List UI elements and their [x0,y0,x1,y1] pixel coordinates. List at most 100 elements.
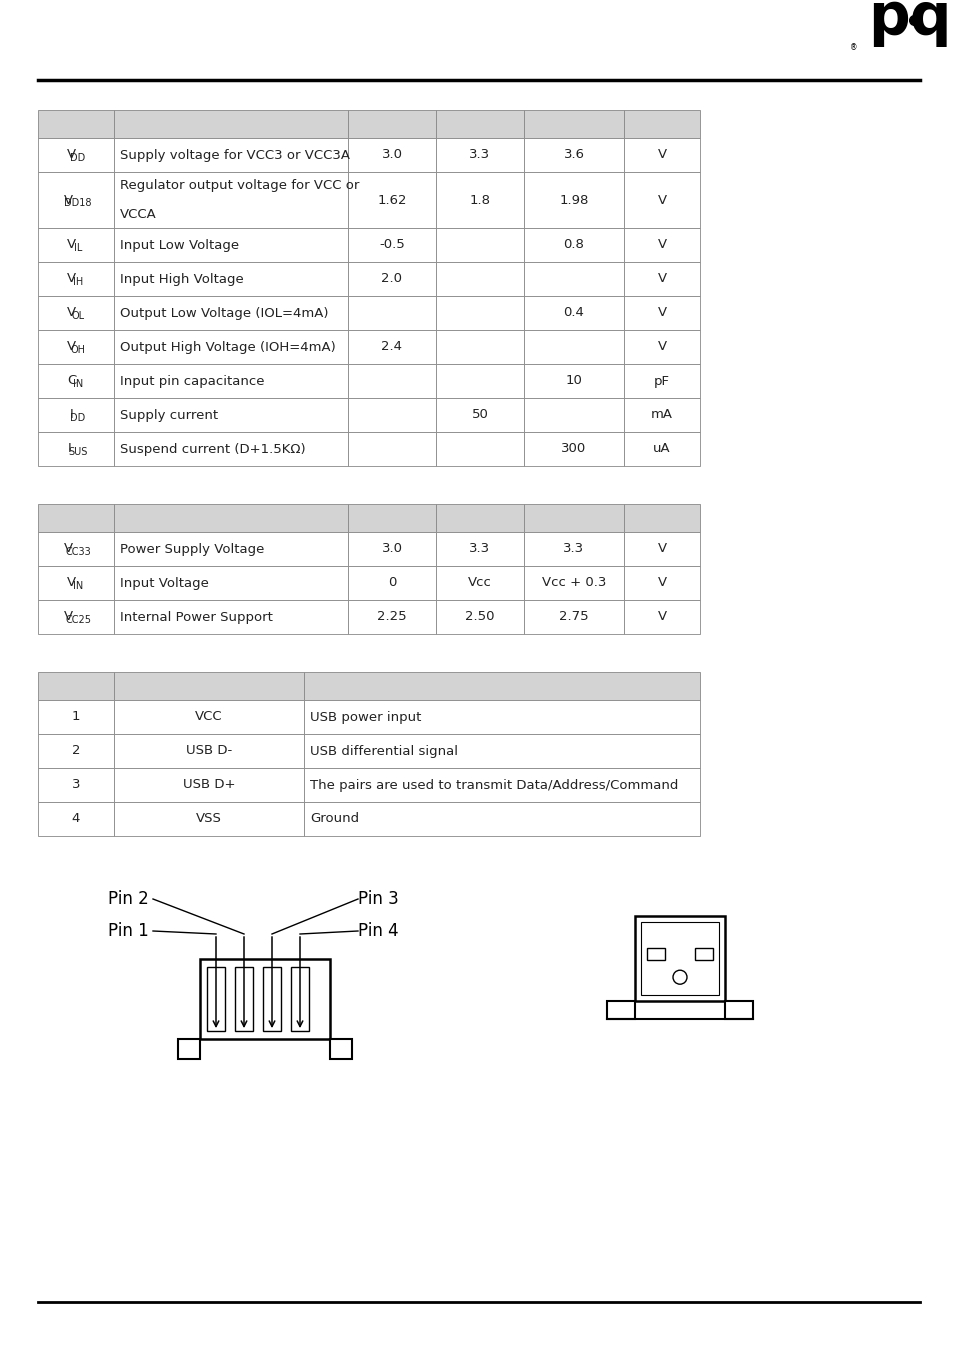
Text: IH: IH [73,277,83,286]
Text: Internal Power Support: Internal Power Support [120,610,273,624]
Bar [436,599,523,634]
Bar [523,398,623,432]
Bar [304,768,700,802]
Bar [113,398,348,432]
Text: V: V [64,610,72,624]
Bar [436,398,523,432]
Text: Input pin capacitance: Input pin capacitance [120,374,264,387]
Bar [436,171,523,228]
Text: 2.75: 2.75 [558,610,588,624]
Text: USB differential signal: USB differential signal [310,744,457,757]
Bar [523,109,623,138]
Bar [38,432,113,466]
Text: OH: OH [71,344,86,355]
Text: DD: DD [71,153,86,162]
Text: I: I [70,409,73,421]
Bar [38,296,113,329]
Bar [623,109,700,138]
Text: C: C [67,374,76,387]
Bar [113,701,304,734]
Bar [113,599,348,634]
Text: DD: DD [71,413,86,423]
Text: 300: 300 [560,443,586,455]
Bar [113,296,348,329]
Text: Pin 4: Pin 4 [357,922,398,940]
Bar [523,138,623,171]
Text: The pairs are used to transmit Data/Address/Command: The pairs are used to transmit Data/Addr… [310,779,678,791]
Text: Power Supply Voltage: Power Supply Voltage [120,543,264,555]
Text: Pin 2: Pin 2 [108,890,149,909]
Bar [623,566,700,599]
Text: pqi: pqi [867,0,953,47]
Text: 50: 50 [471,409,488,421]
Text: CC25: CC25 [65,614,91,625]
Text: V: V [657,340,666,354]
Bar [623,532,700,566]
Bar [348,296,436,329]
Bar [436,504,523,532]
Text: 10: 10 [565,374,582,387]
Text: 3.3: 3.3 [469,148,490,162]
Text: uA: uA [653,443,670,455]
Bar [38,228,113,262]
Text: V: V [68,148,76,162]
Bar [304,802,700,836]
Bar [348,138,436,171]
Text: OL: OL [71,310,85,321]
Text: I: I [68,443,71,455]
Bar [436,364,523,398]
Text: Vcc: Vcc [468,576,492,590]
Text: Vcc + 0.3: Vcc + 0.3 [541,576,605,590]
Bar [523,504,623,532]
Bar [348,109,436,138]
Text: V: V [68,273,76,285]
Text: V: V [657,543,666,555]
Bar [623,432,700,466]
Bar [207,967,225,1031]
Text: Input High Voltage: Input High Voltage [120,273,244,285]
Text: 0.8: 0.8 [563,239,584,251]
Text: 3.0: 3.0 [381,148,402,162]
Text: ®: ® [849,43,857,53]
Bar [436,296,523,329]
Bar [38,802,113,836]
Text: 1.62: 1.62 [376,193,406,207]
Text: V: V [68,576,76,590]
Bar [640,922,719,995]
Bar [348,262,436,296]
Text: 3.6: 3.6 [563,148,584,162]
Bar [635,917,724,1000]
Bar [38,734,113,768]
Bar [523,532,623,566]
Text: Supply voltage for VCC3 or VCC3A: Supply voltage for VCC3 or VCC3A [120,148,350,162]
Text: CC33: CC33 [65,547,91,556]
Bar [304,734,700,768]
Text: DD18: DD18 [64,197,91,208]
Text: 1.8: 1.8 [469,193,490,207]
Text: Input Voltage: Input Voltage [120,576,209,590]
Text: pF: pF [654,374,669,387]
Bar [200,958,330,1040]
Bar [348,566,436,599]
Text: 2.4: 2.4 [381,340,402,354]
Bar [724,1000,752,1019]
Text: Pin 1: Pin 1 [108,922,149,940]
Bar [436,262,523,296]
Bar [523,296,623,329]
Bar [348,398,436,432]
Bar [348,599,436,634]
Bar [348,364,436,398]
Text: 3: 3 [71,779,80,791]
Bar [523,329,623,364]
Text: 1.98: 1.98 [558,193,588,207]
Bar [436,432,523,466]
Text: 2: 2 [71,744,80,757]
Bar [523,228,623,262]
Text: V: V [657,306,666,320]
Text: VCC: VCC [195,710,223,724]
Bar [38,532,113,566]
Text: V: V [657,239,666,251]
Text: 4: 4 [71,813,80,825]
Bar [523,364,623,398]
Text: VSS: VSS [196,813,222,825]
